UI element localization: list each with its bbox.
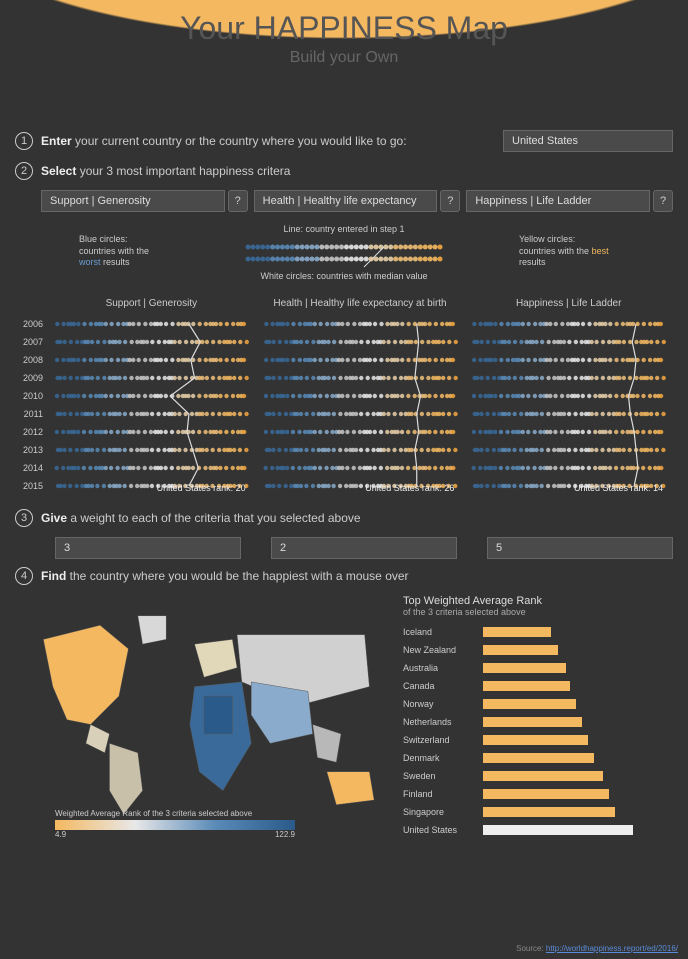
header-arc: Your HAPPINESS Map Build your Own [0,0,688,110]
chart-1[interactable]: Support | Generosity United States rank:… [47,297,256,495]
legend-strips [244,240,444,266]
rank-name: Switzerland [403,735,483,745]
weight-row: 3 2 5 [55,537,673,559]
rank-label-2: United States rank: 26 [365,483,454,493]
rank-bar [483,681,570,691]
map-legend: Weighted Average Rank of the 3 criteria … [55,809,295,839]
world-map[interactable]: Weighted Average Rank of the 3 criteria … [15,595,393,839]
rank-item[interactable]: United States [403,821,673,839]
rank-panel: Top Weighted Average Rank of the 3 crite… [393,595,673,839]
rank-name: New Zealand [403,645,483,655]
country-input[interactable]: United States [503,130,673,152]
bottom-section: Weighted Average Rank of the 3 criteria … [15,595,673,839]
rank-item[interactable]: Iceland [403,623,673,641]
rank-item[interactable]: Singapore [403,803,673,821]
help-icon[interactable]: ? [653,190,673,212]
legend-line-label: Line: country entered in step 1 [139,224,549,236]
step-4-text: Find the country where you would be the … [41,569,409,583]
rank-name: Iceland [403,627,483,637]
rank-item[interactable]: Denmark [403,749,673,767]
chart-2[interactable]: Health | Healthy life expectancy at birt… [256,297,465,495]
rank-name: Netherlands [403,717,483,727]
rank-item[interactable]: Switzerland [403,731,673,749]
rank-bar [483,627,551,637]
step-3-text: Give a weight to each of the criteria th… [41,511,361,525]
legend-white-label: White circles: countries with median val… [139,271,549,283]
rank-subtitle: of the 3 criteria selected above [403,607,673,617]
weight-2-input[interactable]: 2 [271,537,457,559]
weight-3-input[interactable]: 5 [487,537,673,559]
rank-bar [483,735,588,745]
legend-right: Yellow circles: countries with the best … [519,234,609,269]
rank-item[interactable]: New Zealand [403,641,673,659]
page-title: Your HAPPINESS Map [180,10,508,47]
rank-bar [483,771,603,781]
rank-name: Norway [403,699,483,709]
source-link[interactable]: Source: http://worldhappiness.report/ed/… [516,944,678,953]
charts-section: 20062007 20082009 20102011 20122013 2014… [15,297,673,495]
weight-1-input[interactable]: 3 [55,537,241,559]
criteria-3-select[interactable]: Happiness | Life Ladder [466,190,650,212]
content: 1 Enter your current country or the coun… [0,130,688,839]
rank-item[interactable]: Australia [403,659,673,677]
step-4-badge: 4 [15,567,33,585]
rank-item[interactable]: Finland [403,785,673,803]
rank-item[interactable]: Sweden [403,767,673,785]
criteria-row: Support | Generosity ? Health | Healthy … [41,190,673,212]
help-icon[interactable]: ? [440,190,460,212]
step-1-row: 1 Enter your current country or the coun… [15,130,673,152]
step-4-row: 4 Find the country where you would be th… [15,567,673,585]
criteria-1-select[interactable]: Support | Generosity [41,190,225,212]
criteria-2-select[interactable]: Health | Healthy life expectancy [254,190,438,212]
step-1-text: Enter your current country or the countr… [41,134,407,148]
rank-item[interactable]: Norway [403,695,673,713]
rank-bar [483,717,582,727]
rank-label-3: United States rank: 14 [574,483,663,493]
rank-label-1: United States rank: 20 [157,483,246,493]
help-icon[interactable]: ? [228,190,248,212]
rank-name: United States [403,825,483,835]
rank-name: Finland [403,789,483,799]
rank-list: Iceland New Zealand Australia Canada Norway N… [403,623,673,839]
year-axis: 20062007 20082009 20102011 20122013 2014… [15,297,47,495]
step-2-row: 2 Select your 3 most important happiness… [15,162,673,180]
rank-name: Sweden [403,771,483,781]
rank-name: Australia [403,663,483,673]
rank-item[interactable]: Canada [403,677,673,695]
rank-item[interactable]: Netherlands [403,713,673,731]
rank-name: Denmark [403,753,483,763]
page-subtitle: Build your Own [290,49,399,67]
legend-left: Blue circles: countries with the worst r… [79,234,169,269]
chart-3[interactable]: Happiness | Life Ladder United States ra… [464,297,673,495]
step-3-badge: 3 [15,509,33,527]
step-3-row: 3 Give a weight to each of the criteria … [15,509,673,527]
rank-bar [483,807,615,817]
step-2-text: Select your 3 most important happiness c… [41,164,290,178]
rank-bar [483,789,609,799]
step-2-badge: 2 [15,162,33,180]
rank-bar [483,699,576,709]
rank-bar [483,753,594,763]
rank-name: Canada [403,681,483,691]
rank-bar [483,825,633,835]
rank-name: Singapore [403,807,483,817]
step-1-badge: 1 [15,132,33,150]
rank-bar [483,645,558,655]
legend-block: Blue circles: countries with the worst r… [139,224,549,283]
rank-title: Top Weighted Average Rank [403,595,673,607]
rank-bar [483,663,566,673]
